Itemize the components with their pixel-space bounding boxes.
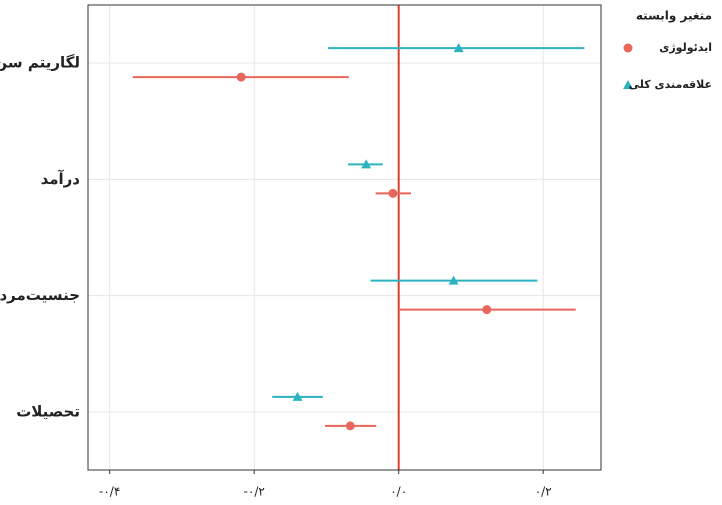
point [623, 80, 633, 89]
y-tick-label: جنسیت‌مرد [0, 286, 80, 304]
legend-title: متغیر وابسته [636, 9, 712, 24]
point [623, 43, 633, 53]
x-tick-label: ۰/۲ [535, 485, 552, 499]
plot-panel [88, 5, 601, 470]
point [453, 43, 464, 53]
legend-label: ایدئولوژی [659, 41, 712, 54]
point [388, 188, 398, 198]
point [482, 305, 492, 315]
plot-border [87, 4, 602, 471]
y-tick-label: تحصیلات [16, 402, 80, 420]
point [236, 72, 246, 82]
legend-label: علاقه‌مندی کلی [629, 78, 712, 91]
x-tick-label: -۰/۴ [99, 485, 120, 499]
x-tick-label: -۰/۲ [244, 485, 265, 499]
point [448, 275, 459, 285]
marks [132, 5, 585, 470]
point [292, 391, 303, 401]
x-tick-label: ۰/۰ [390, 485, 407, 499]
point [345, 421, 355, 431]
point [361, 159, 372, 169]
y-tick-label: درآمد [41, 170, 81, 188]
y-tick-label: لگاریتم سن [0, 54, 80, 72]
